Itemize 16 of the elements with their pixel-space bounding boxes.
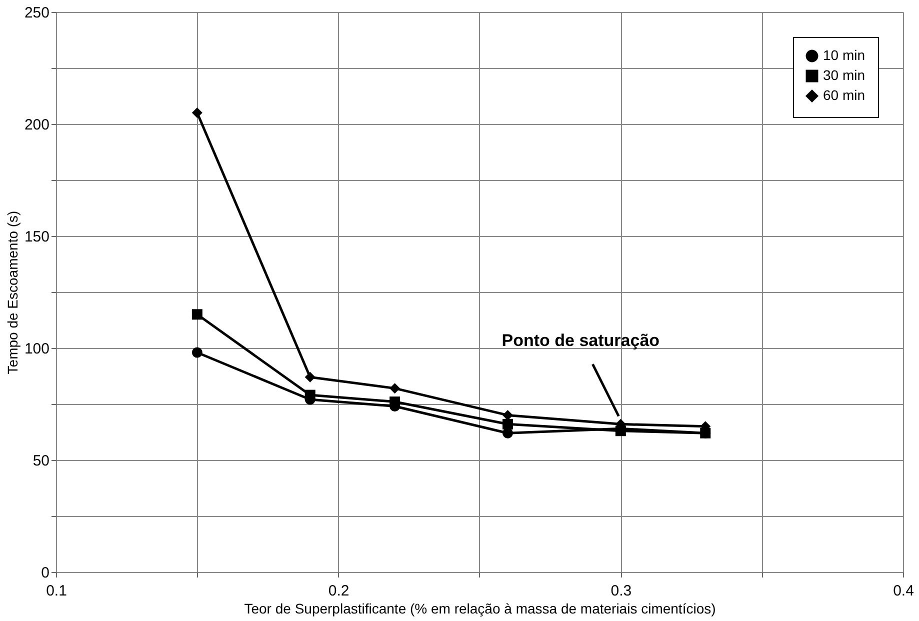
- x-tick-label: 0.2: [328, 582, 350, 600]
- x-tick-label: 0.1: [46, 582, 67, 600]
- y-axis-title: Tempo de Escoamento (s): [4, 210, 20, 374]
- x-axis-title: Teor de Superplastificante (% em relação à massa de materiais cimentícios): [244, 600, 716, 616]
- legend-label: 30 min: [823, 67, 866, 83]
- x-tick-label: 0.3: [610, 582, 632, 600]
- x-tick-label: 0.4: [893, 582, 914, 600]
- y-tick-label: 0: [41, 564, 50, 582]
- y-tick-label: 250: [24, 4, 50, 22]
- y-tick-label: 100: [24, 340, 50, 358]
- y-tick-label: 50: [32, 452, 50, 470]
- annotation: Ponto de saturação: [502, 331, 660, 350]
- legend-label: 60 min: [823, 87, 866, 103]
- y-tick-label: 200: [24, 116, 50, 134]
- y-tick-label: 150: [24, 228, 50, 246]
- legend-label: 10 min: [823, 47, 866, 63]
